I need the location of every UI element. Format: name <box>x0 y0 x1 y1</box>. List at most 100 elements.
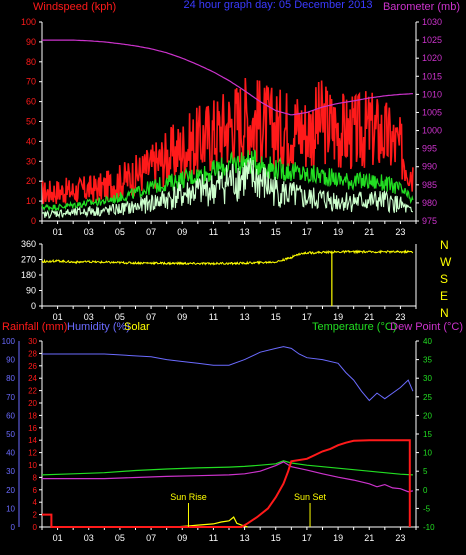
direction-panel-x-tick-label: 09 <box>177 312 187 322</box>
direction-panel-x-tick-label: 05 <box>115 312 125 322</box>
rain-panel-x-tick-label: 15 <box>271 533 281 543</box>
rain-y-tick-label: 2 <box>33 511 38 520</box>
wind-y-tick-label: 50 <box>26 117 36 127</box>
wind-y-tick-label: 0 <box>31 216 36 226</box>
rain-y-tick-label: 28 <box>28 349 37 358</box>
temp-y-tick-label: 15 <box>423 430 432 439</box>
direction-panel-x-tick-label: 21 <box>364 312 374 322</box>
humidity-axis-label: Humidity (%) <box>67 321 130 333</box>
rain-y-tick-label: 10 <box>28 461 37 470</box>
rain-panel-x-tick-label: 07 <box>146 533 156 543</box>
rain-panel-x-tick-label: 05 <box>115 533 125 543</box>
temp-y-tick-label: 20 <box>423 411 432 420</box>
humidity-y-tick-label: 70 <box>6 393 15 402</box>
wind-panel-x-tick-label: 05 <box>115 227 125 237</box>
rain-panel-x-tick-label: 23 <box>395 533 405 543</box>
direction-panel-x-tick-label: 17 <box>302 312 312 322</box>
baro-y-tick-label: 1010 <box>422 89 442 99</box>
compass-n-bottom: N <box>440 306 449 320</box>
direction-panel-x-tick-label: 07 <box>146 312 156 322</box>
wind-y-tick-label: 30 <box>26 156 36 166</box>
direction-panel-x-tick-label: 03 <box>84 312 94 322</box>
direction-panel-x-tick-label: 11 <box>209 312 218 322</box>
temp-y-tick-label: -10 <box>423 523 435 532</box>
rain-y-tick-label: 22 <box>28 387 37 396</box>
pressure-series <box>42 39 413 116</box>
wind-panel-x-tick-label: 23 <box>395 227 405 237</box>
wind-y-tick-label: 90 <box>26 37 36 47</box>
temperature-series <box>41 460 413 476</box>
rain-panel-x-tick-label: 01 <box>53 533 63 543</box>
direction-panel-x-tick-label: 23 <box>395 312 405 322</box>
wind-panel-x-tick-label: 15 <box>271 227 281 237</box>
baro-y-tick-label: 1025 <box>422 35 442 45</box>
rain-y-tick-label: 24 <box>28 374 37 383</box>
wind-max-series <box>41 77 414 204</box>
solar-series <box>174 516 248 528</box>
sun-rise-label: Sun Rise <box>170 492 207 502</box>
temp-y-tick-label: 5 <box>423 467 428 476</box>
wind-y-tick-label: 20 <box>26 176 36 186</box>
rain-y-tick-label: 30 <box>28 337 37 346</box>
wind-y-tick-label: 10 <box>26 196 36 206</box>
baro-axis-label: Barometer (mb) <box>383 1 460 13</box>
rain-panel-x-tick-label: 21 <box>364 533 374 543</box>
wind-panel-x-tick-label: 03 <box>84 227 94 237</box>
rain-y-tick-label: 8 <box>33 473 38 482</box>
humidity-y-tick-label: 10 <box>6 504 15 513</box>
wind-panel-x-tick-label: 17 <box>302 227 312 237</box>
humidity-y-tick-label: 90 <box>6 356 15 365</box>
rain-y-tick-label: 14 <box>28 436 37 445</box>
wind-panel-x-tick-label: 13 <box>240 227 250 237</box>
temperature-axis-label: Temperature (°C) <box>312 321 396 333</box>
baro-y-tick-label: 1030 <box>422 17 442 27</box>
rain-y-tick-label: 12 <box>28 449 37 458</box>
temp-y-tick-label: 10 <box>423 449 432 458</box>
rain-humidity-temp-panel: 01 03 05 07 09 11 13 15 17 19 21 230102030405060708… <box>2 337 435 543</box>
baro-y-tick-label: 1005 <box>422 107 442 117</box>
rain-y-tick-label: 26 <box>28 362 37 371</box>
wind-y-tick-label: 60 <box>26 97 36 107</box>
rain-y-tick-label: 6 <box>33 486 38 495</box>
rain-panel-x-tick-label: 11 <box>209 533 218 543</box>
wind-panel-x-tick-label: 07 <box>146 227 156 237</box>
rain-y-tick-label: 20 <box>28 399 37 408</box>
dew-point-series <box>42 461 414 493</box>
wind-panel-x-tick-label: 11 <box>209 227 218 237</box>
wind-y-tick-label: 70 <box>26 77 36 87</box>
compass-s: S <box>440 272 448 286</box>
compass-labels: N W S E N <box>440 238 452 320</box>
compass-w: W <box>440 255 452 269</box>
baro-y-tick-label: 995 <box>422 144 437 154</box>
humidity-y-tick-label: 30 <box>6 467 15 476</box>
rain-panel-x-tick-label: 13 <box>240 533 250 543</box>
humidity-series <box>42 346 414 402</box>
temp-y-tick-label: 30 <box>423 374 432 383</box>
wind-panel-x-tick-label: 09 <box>177 227 187 237</box>
humidity-y-tick-label: 50 <box>6 430 15 439</box>
direction-panel-x-tick-label: 19 <box>333 312 343 322</box>
humidity-y-tick-label: 100 <box>2 337 16 346</box>
wind-panel-x-tick-label: 19 <box>333 227 343 237</box>
rain-panel-x-tick-label: 17 <box>302 533 312 543</box>
temp-y-tick-label: 35 <box>423 356 432 365</box>
temp-y-tick-label: 25 <box>423 393 432 402</box>
baro-y-tick-label: 1000 <box>422 126 442 136</box>
temp-y-tick-label: 0 <box>423 486 428 495</box>
rain-y-tick-label: 0 <box>33 523 38 532</box>
rain-y-tick-label: 18 <box>28 411 37 420</box>
direction-series <box>41 249 414 266</box>
direction-panel-x-tick-label: 13 <box>240 312 250 322</box>
rain-panel-x-tick-label: 09 <box>177 533 187 543</box>
dew-point-axis-label: Dew Point (°C) <box>390 321 463 333</box>
rain-axis-label: Rainfall (mm) <box>2 321 67 333</box>
direction-panel-x-tick-label: 01 <box>53 312 63 322</box>
solar-axis-label: Solar <box>124 321 150 333</box>
humidity-y-tick-label: 60 <box>6 411 15 420</box>
graph-title: 24 hour graph day: 05 December 2013 <box>184 0 373 11</box>
temp-y-tick-label: -5 <box>423 504 431 513</box>
sun-set-label: Sun Set <box>294 492 327 502</box>
rain-y-tick-label: 4 <box>33 498 38 507</box>
